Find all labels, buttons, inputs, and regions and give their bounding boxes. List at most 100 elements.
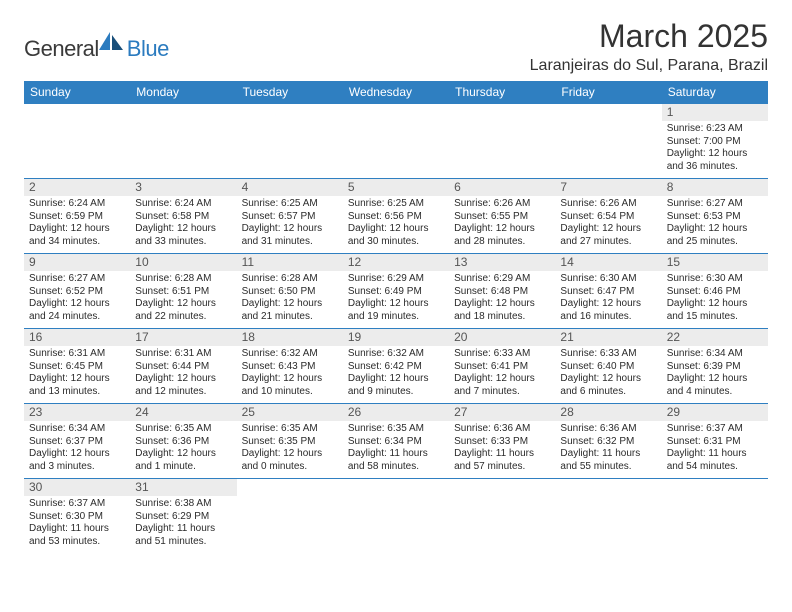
calendar-empty (449, 479, 555, 554)
day-number: 16 (24, 329, 130, 346)
sunrise-text: Sunrise: 6:28 AM (242, 273, 338, 286)
calendar-day: 9Sunrise: 6:27 AMSunset: 6:52 PMDaylight… (24, 254, 130, 329)
daylight-text: Daylight: 12 hours (242, 448, 338, 461)
day-number: 17 (130, 329, 236, 346)
weekday-header: Tuesday (237, 81, 343, 104)
daylight-text: Daylight: 12 hours (667, 373, 763, 386)
daylight-text: and 21 minutes. (242, 311, 338, 324)
calendar-row: 9Sunrise: 6:27 AMSunset: 6:52 PMDaylight… (24, 254, 768, 329)
daylight-text: and 31 minutes. (242, 236, 338, 249)
day-number: 23 (24, 404, 130, 421)
sunset-text: Sunset: 7:00 PM (667, 136, 763, 149)
daylight-text: and 51 minutes. (135, 536, 231, 549)
sunset-text: Sunset: 6:40 PM (560, 361, 656, 374)
calendar-empty (237, 104, 343, 179)
calendar-day: 2Sunrise: 6:24 AMSunset: 6:59 PMDaylight… (24, 179, 130, 254)
calendar-day: 17Sunrise: 6:31 AMSunset: 6:44 PMDayligh… (130, 329, 236, 404)
calendar-empty (24, 104, 130, 179)
day-number: 15 (662, 254, 768, 271)
daylight-text: Daylight: 11 hours (454, 448, 550, 461)
daylight-text: and 57 minutes. (454, 461, 550, 474)
day-number: 1 (662, 104, 768, 121)
sunrise-text: Sunrise: 6:33 AM (560, 348, 656, 361)
sunset-text: Sunset: 6:32 PM (560, 436, 656, 449)
calendar-day: 15Sunrise: 6:30 AMSunset: 6:46 PMDayligh… (662, 254, 768, 329)
calendar-day: 12Sunrise: 6:29 AMSunset: 6:49 PMDayligh… (343, 254, 449, 329)
sunset-text: Sunset: 6:56 PM (348, 211, 444, 224)
day-number: 13 (449, 254, 555, 271)
calendar-table: Sunday Monday Tuesday Wednesday Thursday… (24, 81, 768, 553)
month-title: March 2025 (530, 18, 768, 55)
daylight-text: Daylight: 12 hours (348, 223, 444, 236)
daylight-text: and 24 minutes. (29, 311, 125, 324)
daylight-text: and 7 minutes. (454, 386, 550, 399)
sunrise-text: Sunrise: 6:23 AM (667, 123, 763, 136)
sunrise-text: Sunrise: 6:37 AM (667, 423, 763, 436)
sunrise-text: Sunrise: 6:28 AM (135, 273, 231, 286)
daylight-text: Daylight: 12 hours (560, 223, 656, 236)
sunset-text: Sunset: 6:31 PM (667, 436, 763, 449)
calendar-day: 31Sunrise: 6:38 AMSunset: 6:29 PMDayligh… (130, 479, 236, 554)
daylight-text: and 6 minutes. (560, 386, 656, 399)
daylight-text: and 30 minutes. (348, 236, 444, 249)
sunset-text: Sunset: 6:41 PM (454, 361, 550, 374)
sunrise-text: Sunrise: 6:38 AM (135, 498, 231, 511)
calendar-day: 23Sunrise: 6:34 AMSunset: 6:37 PMDayligh… (24, 404, 130, 479)
calendar-day: 3Sunrise: 6:24 AMSunset: 6:58 PMDaylight… (130, 179, 236, 254)
sunrise-text: Sunrise: 6:32 AM (348, 348, 444, 361)
calendar-day: 27Sunrise: 6:36 AMSunset: 6:33 PMDayligh… (449, 404, 555, 479)
day-number: 10 (130, 254, 236, 271)
calendar-day: 29Sunrise: 6:37 AMSunset: 6:31 PMDayligh… (662, 404, 768, 479)
calendar-day: 13Sunrise: 6:29 AMSunset: 6:48 PMDayligh… (449, 254, 555, 329)
daylight-text: and 15 minutes. (667, 311, 763, 324)
calendar-day: 28Sunrise: 6:36 AMSunset: 6:32 PMDayligh… (555, 404, 661, 479)
daylight-text: Daylight: 12 hours (29, 448, 125, 461)
sunrise-text: Sunrise: 6:27 AM (29, 273, 125, 286)
daylight-text: and 16 minutes. (560, 311, 656, 324)
sunset-text: Sunset: 6:49 PM (348, 286, 444, 299)
day-number: 14 (555, 254, 661, 271)
day-number: 26 (343, 404, 449, 421)
calendar-day: 20Sunrise: 6:33 AMSunset: 6:41 PMDayligh… (449, 329, 555, 404)
daylight-text: and 18 minutes. (454, 311, 550, 324)
sunset-text: Sunset: 6:29 PM (135, 511, 231, 524)
daylight-text: Daylight: 12 hours (454, 223, 550, 236)
calendar-day: 19Sunrise: 6:32 AMSunset: 6:42 PMDayligh… (343, 329, 449, 404)
day-number: 21 (555, 329, 661, 346)
daylight-text: and 53 minutes. (29, 536, 125, 549)
daylight-text: Daylight: 12 hours (454, 373, 550, 386)
logo: General Blue (24, 32, 169, 65)
sunset-text: Sunset: 6:45 PM (29, 361, 125, 374)
sunrise-text: Sunrise: 6:34 AM (667, 348, 763, 361)
calendar-row: 23Sunrise: 6:34 AMSunset: 6:37 PMDayligh… (24, 404, 768, 479)
calendar-day: 11Sunrise: 6:28 AMSunset: 6:50 PMDayligh… (237, 254, 343, 329)
weekday-header-row: Sunday Monday Tuesday Wednesday Thursday… (24, 81, 768, 104)
sunrise-text: Sunrise: 6:24 AM (29, 198, 125, 211)
day-number: 19 (343, 329, 449, 346)
calendar-row: 2Sunrise: 6:24 AMSunset: 6:59 PMDaylight… (24, 179, 768, 254)
daylight-text: and 4 minutes. (667, 386, 763, 399)
sunrise-text: Sunrise: 6:26 AM (454, 198, 550, 211)
day-number: 30 (24, 479, 130, 496)
daylight-text: Daylight: 12 hours (667, 298, 763, 311)
daylight-text: Daylight: 12 hours (560, 298, 656, 311)
daylight-text: Daylight: 12 hours (135, 448, 231, 461)
sunset-text: Sunset: 6:46 PM (667, 286, 763, 299)
sunset-text: Sunset: 6:52 PM (29, 286, 125, 299)
day-number: 11 (237, 254, 343, 271)
calendar-empty (237, 479, 343, 554)
title-block: March 2025 Laranjeiras do Sul, Parana, B… (530, 18, 768, 75)
sunset-text: Sunset: 6:59 PM (29, 211, 125, 224)
weekday-header: Monday (130, 81, 236, 104)
calendar-day: 24Sunrise: 6:35 AMSunset: 6:36 PMDayligh… (130, 404, 236, 479)
sunrise-text: Sunrise: 6:26 AM (560, 198, 656, 211)
calendar-row: 30Sunrise: 6:37 AMSunset: 6:30 PMDayligh… (24, 479, 768, 554)
daylight-text: Daylight: 12 hours (135, 373, 231, 386)
weekday-header: Thursday (449, 81, 555, 104)
sunrise-text: Sunrise: 6:36 AM (560, 423, 656, 436)
sunset-text: Sunset: 6:58 PM (135, 211, 231, 224)
daylight-text: and 9 minutes. (348, 386, 444, 399)
day-number: 4 (237, 179, 343, 196)
calendar-day: 30Sunrise: 6:37 AMSunset: 6:30 PMDayligh… (24, 479, 130, 554)
sunrise-text: Sunrise: 6:27 AM (667, 198, 763, 211)
